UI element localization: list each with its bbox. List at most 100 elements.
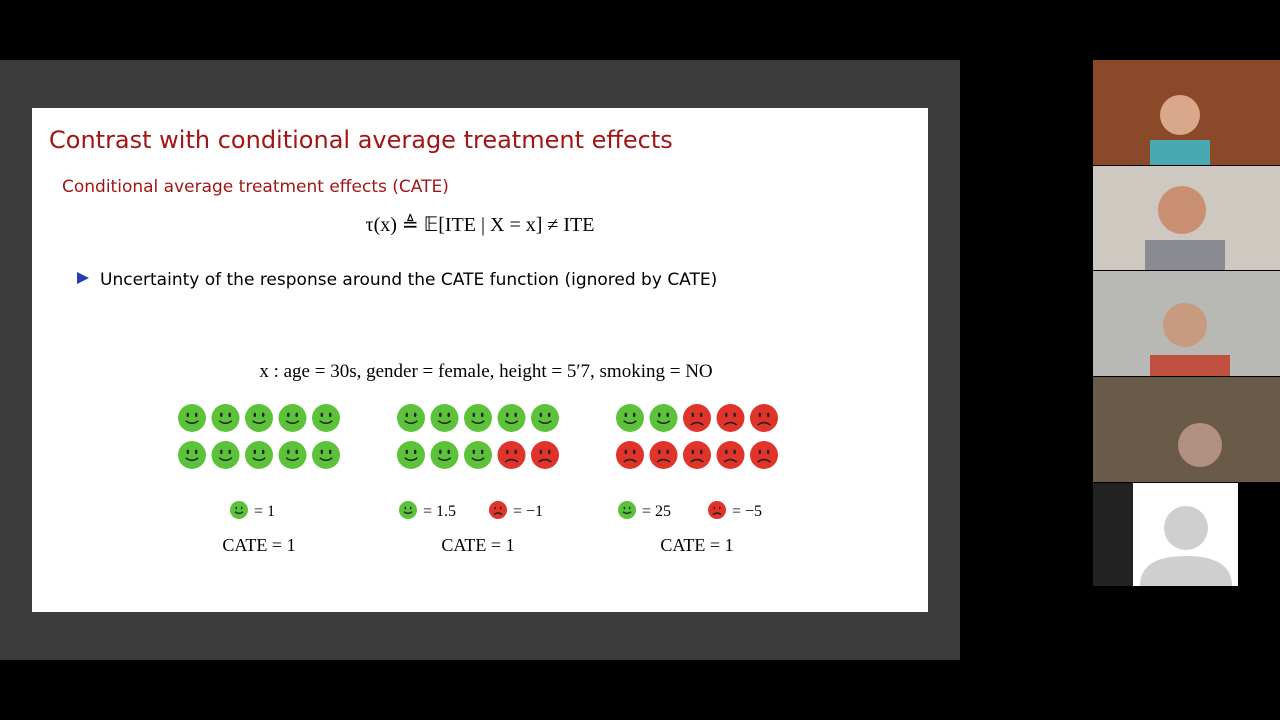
face-circle [716, 404, 745, 432]
sad-face [683, 404, 711, 432]
face-circle [750, 441, 778, 469]
mouth [623, 420, 637, 424]
happy-face [312, 404, 340, 432]
eye [253, 412, 257, 418]
eye [766, 412, 770, 418]
face-circle [497, 441, 526, 469]
cate-label: CATE = 1 [660, 535, 733, 555]
eye [699, 449, 703, 455]
face-circle [211, 404, 240, 432]
eye [699, 412, 703, 418]
happy-face [497, 404, 526, 432]
face-circle [649, 441, 678, 469]
happy-face [211, 404, 240, 432]
eye [725, 449, 728, 455]
eye [514, 449, 517, 455]
face-circle [750, 404, 778, 432]
mouth [437, 420, 452, 424]
eye [506, 449, 509, 455]
eye [718, 506, 721, 510]
happy-face [649, 404, 678, 432]
eye [240, 506, 243, 510]
face-circle [616, 404, 644, 432]
legend-value: = −5 [732, 503, 762, 520]
eye [405, 412, 409, 418]
face-circle [178, 404, 206, 432]
covariates: x : age = 30s, gender = female, height =… [259, 361, 712, 382]
happy-face [178, 441, 206, 469]
face-circle [397, 441, 425, 469]
eye [447, 449, 450, 455]
mouth [471, 457, 485, 461]
eye [472, 412, 476, 418]
eye [404, 506, 407, 510]
face-circle [618, 501, 636, 519]
mouth [471, 420, 485, 424]
sad-face [531, 441, 559, 469]
face-circle [531, 441, 559, 469]
eye [472, 449, 476, 455]
face-circle [211, 441, 240, 469]
eye [632, 449, 636, 455]
happy-face [397, 404, 425, 432]
face-circle [683, 404, 711, 432]
eye [691, 449, 695, 455]
face-circle [312, 404, 340, 432]
slide [32, 108, 928, 612]
slide-subtitle: Conditional average treatment effects (C… [62, 177, 449, 197]
eye [632, 412, 636, 418]
eye [539, 449, 543, 455]
eye [658, 449, 661, 455]
face-circle [649, 404, 678, 432]
mouth [185, 420, 199, 424]
avatar [1164, 506, 1208, 550]
eye [713, 506, 716, 510]
mouth [656, 420, 671, 424]
face-circle [616, 441, 644, 469]
happy-face [464, 441, 492, 469]
eye [628, 506, 631, 510]
eye [623, 506, 626, 510]
eye [261, 449, 265, 455]
happy-face [278, 404, 307, 432]
mouth [185, 457, 199, 461]
eye [328, 412, 332, 418]
participant [1150, 140, 1210, 165]
mouth [504, 420, 519, 424]
face-circle [278, 404, 307, 432]
sad-face [649, 441, 678, 469]
participant-panel [1093, 60, 1280, 586]
slide-title: Contrast with conditional average treatm… [49, 126, 673, 154]
eye [235, 506, 238, 510]
eye [725, 412, 728, 418]
eye [287, 412, 290, 418]
sad-face [616, 441, 644, 469]
mouth [757, 458, 771, 463]
face-circle [245, 404, 273, 432]
mouth [493, 512, 503, 516]
sad-face [683, 441, 711, 469]
eye [328, 449, 332, 455]
eye [186, 449, 190, 455]
face-circle [312, 441, 340, 469]
face-circle [397, 404, 425, 432]
eye [666, 449, 669, 455]
mouth [723, 458, 738, 463]
mouth [538, 458, 552, 463]
eye [624, 449, 628, 455]
face-circle [489, 501, 507, 519]
happy-face [430, 441, 459, 469]
mouth [218, 420, 233, 424]
happy-face [312, 441, 340, 469]
eye [666, 412, 669, 418]
happy-face [430, 404, 459, 432]
face-circle [464, 404, 492, 432]
eye [413, 412, 417, 418]
happy-face [618, 501, 636, 519]
face-circle [531, 404, 559, 432]
eye [547, 412, 551, 418]
mouth [538, 420, 552, 424]
participant [1145, 240, 1225, 270]
mouth [218, 457, 233, 461]
